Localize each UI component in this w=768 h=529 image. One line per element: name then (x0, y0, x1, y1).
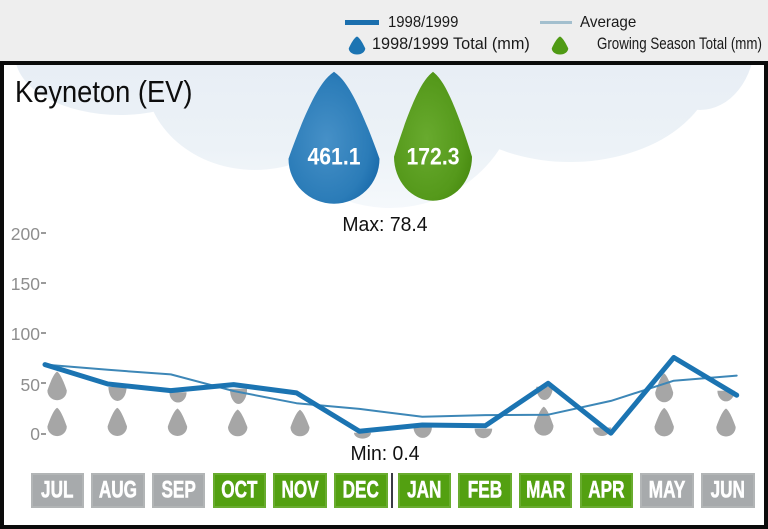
svg-text:461.1: 461.1 (308, 144, 361, 171)
svg-text:JUL: JUL (41, 477, 74, 503)
svg-text:JAN: JAN (407, 477, 441, 503)
svg-text:FEB: FEB (468, 477, 502, 503)
svg-text:APR: APR (588, 477, 624, 503)
svg-text:MAY: MAY (649, 477, 686, 503)
svg-text:DEC: DEC (343, 477, 379, 503)
svg-text:NOV: NOV (281, 477, 318, 503)
svg-text:OCT: OCT (221, 477, 257, 503)
svg-text:SEP: SEP (161, 477, 195, 503)
svg-text:JUN: JUN (711, 477, 745, 503)
svg-text:MAR: MAR (526, 477, 565, 503)
svg-text:172.3: 172.3 (407, 144, 460, 171)
svg-text:AUG: AUG (99, 477, 137, 503)
